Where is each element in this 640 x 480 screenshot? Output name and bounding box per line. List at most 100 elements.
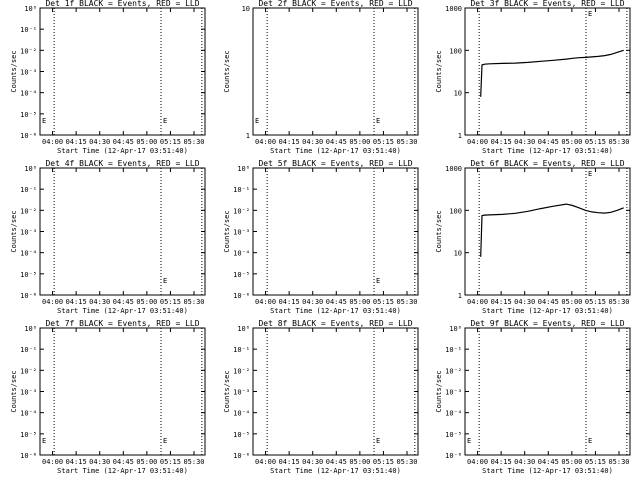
y-tick-label: 10⁻⁴ bbox=[445, 410, 462, 418]
x-axis-label: Start Time (12-Apr-17 03:51:40) bbox=[482, 307, 613, 315]
y-tick-label: 10⁻² bbox=[20, 207, 37, 215]
x-tick-label: 05:30 bbox=[396, 458, 417, 466]
x-tick-label: 04:00 bbox=[42, 138, 63, 146]
x-tick-label: 04:45 bbox=[113, 138, 134, 146]
x-tick-label: 04:30 bbox=[514, 458, 535, 466]
y-tick-label: 10⁻¹ bbox=[20, 26, 37, 34]
x-tick-label: 04:15 bbox=[491, 138, 512, 146]
y-tick-label: 10⁻⁴ bbox=[20, 250, 37, 258]
x-tick-label: 04:45 bbox=[326, 458, 347, 466]
annotation-marker: E bbox=[42, 117, 46, 125]
series-line-1 bbox=[480, 49, 624, 97]
y-tick-label: 1 bbox=[458, 132, 462, 140]
y-tick-label: 10⁰ bbox=[24, 165, 37, 173]
y-tick-label: 10⁻⁵ bbox=[233, 431, 250, 439]
x-tick-label: 05:00 bbox=[561, 298, 582, 306]
x-tick-label: 04:45 bbox=[326, 138, 347, 146]
y-tick-label: 10⁻¹ bbox=[233, 186, 250, 194]
y-tick-label: 10⁻³ bbox=[445, 389, 462, 397]
y-tick-label: 10⁻³ bbox=[20, 69, 37, 77]
y-axis-label: Counts/sec bbox=[435, 50, 443, 92]
y-tick-label: 10⁻⁶ bbox=[20, 132, 37, 140]
plot-frame bbox=[252, 167, 419, 296]
x-tick-label: 04:15 bbox=[491, 458, 512, 466]
x-tick-label: 04:45 bbox=[538, 138, 559, 146]
x-tick-label: 04:00 bbox=[467, 298, 488, 306]
plot-panel-1: Det 1f BLACK = Events, RED = LLD 04:00 04:… bbox=[10, 0, 206, 155]
y-tick-label: 10⁰ bbox=[24, 325, 37, 333]
x-tick-label: 05:30 bbox=[183, 298, 204, 306]
x-tick-label: 04:00 bbox=[255, 298, 276, 306]
x-axis-label: Start Time (12-Apr-17 03:51:40) bbox=[270, 307, 401, 315]
plot-title: Det 7f BLACK = Events, RED = LLD bbox=[45, 319, 199, 328]
x-tick-label: 05:30 bbox=[183, 458, 204, 466]
x-tick-label: 04:30 bbox=[89, 298, 110, 306]
annotation-marker: E bbox=[376, 437, 380, 445]
y-tick-label: 10⁻⁵ bbox=[20, 111, 37, 119]
x-tick-label: 04:30 bbox=[302, 138, 323, 146]
annotation-marker: E bbox=[376, 117, 380, 125]
y-tick-label: 10⁻² bbox=[20, 47, 37, 55]
x-tick-label: 04:15 bbox=[66, 298, 87, 306]
x-axis-label: Start Time (12-Apr-17 03:51:40) bbox=[482, 147, 613, 155]
y-tick-label: 10⁰ bbox=[24, 5, 37, 13]
x-axis-label: Start Time (12-Apr-17 03:51:40) bbox=[57, 147, 188, 155]
x-tick-label: 05:15 bbox=[373, 458, 394, 466]
annotation-marker: E bbox=[588, 437, 592, 445]
y-tick-label: 100 bbox=[449, 47, 462, 55]
x-axis-label: Start Time (12-Apr-17 03:51:40) bbox=[482, 467, 613, 475]
x-axis-label: Start Time (12-Apr-17 03:51:40) bbox=[57, 467, 188, 475]
y-axis-label: Counts/sec bbox=[223, 50, 231, 92]
x-tick-label: 05:00 bbox=[349, 458, 370, 466]
y-tick-label: 10⁻¹ bbox=[233, 346, 250, 354]
plot-frame bbox=[252, 327, 419, 456]
x-tick-label: 04:45 bbox=[113, 298, 134, 306]
x-tick-label: 04:15 bbox=[279, 298, 300, 306]
y-tick-label: 1 bbox=[458, 292, 462, 300]
x-tick-label: 05:30 bbox=[608, 458, 629, 466]
y-tick-label: 10⁻² bbox=[20, 367, 37, 375]
y-tick-label: 10⁻⁴ bbox=[20, 90, 37, 98]
y-tick-label: 10⁻⁵ bbox=[233, 271, 250, 279]
x-tick-label: 04:00 bbox=[42, 458, 63, 466]
plot-title: Det 4f BLACK = Events, RED = LLD bbox=[45, 159, 199, 168]
y-tick-label: 10⁻¹ bbox=[445, 346, 462, 354]
plot-title: Det 6f BLACK = Events, RED = LLD bbox=[470, 159, 624, 168]
x-tick-label: 04:45 bbox=[326, 298, 347, 306]
series-line-1 bbox=[480, 203, 624, 257]
y-tick-label: 1000 bbox=[445, 165, 462, 173]
x-tick-label: 05:15 bbox=[160, 298, 181, 306]
y-tick-label: 10⁻³ bbox=[20, 229, 37, 237]
plot-frame bbox=[464, 7, 631, 136]
plot-title: Det 2f BLACK = Events, RED = LLD bbox=[258, 0, 412, 8]
y-tick-label: 10⁻³ bbox=[233, 389, 250, 397]
y-tick-label: 10⁻⁴ bbox=[233, 250, 250, 258]
x-tick-label: 05:15 bbox=[160, 138, 181, 146]
y-tick-label: 1 bbox=[246, 132, 250, 140]
plot-title: Det 5f BLACK = Events, RED = LLD bbox=[258, 159, 412, 168]
x-tick-label: 04:45 bbox=[538, 458, 559, 466]
y-tick-label: 10⁻³ bbox=[20, 389, 37, 397]
y-axis-label: Counts/sec bbox=[10, 370, 18, 412]
x-axis-label: Start Time (12-Apr-17 03:51:40) bbox=[270, 147, 401, 155]
x-tick-label: 04:00 bbox=[42, 298, 63, 306]
x-tick-label: 04:30 bbox=[302, 298, 323, 306]
x-tick-label: 05:00 bbox=[561, 458, 582, 466]
x-tick-label: 05:00 bbox=[561, 138, 582, 146]
y-axis-label: Counts/sec bbox=[10, 50, 18, 92]
y-tick-label: 10⁻² bbox=[233, 367, 250, 375]
y-tick-label: 10⁻⁶ bbox=[233, 292, 250, 300]
x-tick-label: 05:15 bbox=[585, 458, 606, 466]
plot-frame bbox=[464, 167, 631, 296]
annotation-marker: E bbox=[467, 437, 471, 445]
x-tick-label: 05:15 bbox=[373, 138, 394, 146]
y-tick-label: 10⁻⁶ bbox=[445, 452, 462, 460]
plot-title: Det 1f BLACK = Events, RED = LLD bbox=[45, 0, 199, 8]
